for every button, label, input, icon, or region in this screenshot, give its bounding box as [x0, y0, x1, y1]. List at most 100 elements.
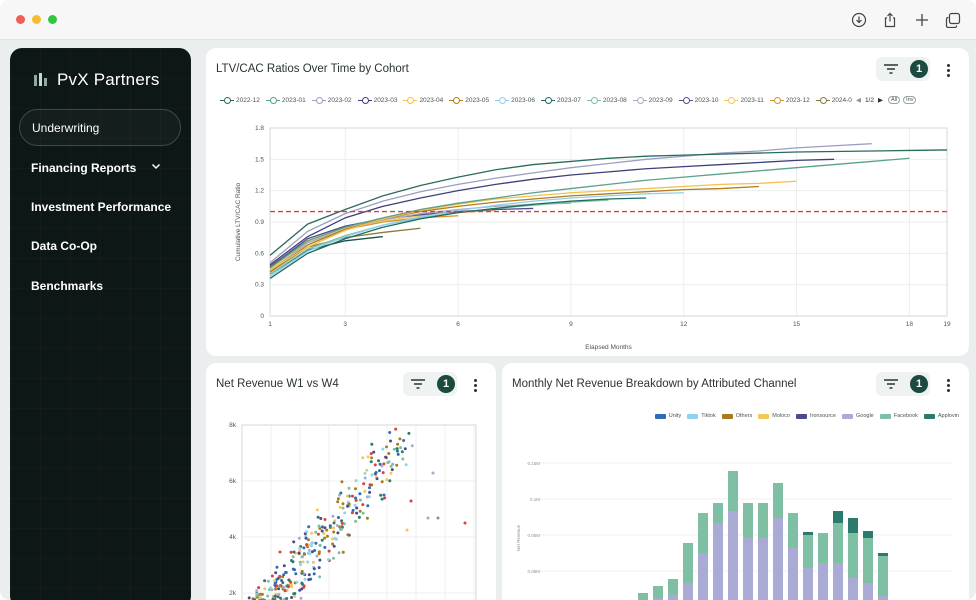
sidebar-item-investment-performance[interactable]: Investment Performance — [19, 188, 181, 225]
bar-segment — [683, 543, 693, 583]
scatter-point — [341, 550, 345, 554]
legend-item[interactable]: 2023-02 — [311, 96, 352, 104]
scatter-point — [395, 449, 399, 453]
scatter-point — [259, 596, 263, 600]
scatter-point — [382, 493, 386, 497]
scatter-point — [325, 528, 329, 532]
legend-item[interactable]: 2023-05 — [449, 96, 489, 104]
bar-segment — [803, 532, 813, 535]
sidebar-item-underwriting[interactable]: Underwriting — [19, 109, 181, 146]
legend-item[interactable]: Unity — [654, 413, 681, 419]
plot-frame — [241, 424, 477, 600]
legend-item[interactable]: Applovin — [923, 413, 959, 419]
legend-item[interactable]: Tiktok — [687, 413, 716, 419]
brand-logo[interactable]: PvX Partners — [33, 70, 160, 90]
legend-prev-icon[interactable]: ◀ — [855, 97, 861, 104]
legend-item[interactable]: 2023-10 — [678, 96, 718, 104]
more-options-icon[interactable] — [942, 62, 954, 78]
scatter-point — [337, 551, 341, 555]
legend-item[interactable]: Ironsource — [795, 413, 836, 419]
series-line — [269, 158, 835, 266]
scatter-point — [299, 596, 303, 600]
legend-item[interactable]: 2023-12 — [769, 96, 810, 104]
series-line — [269, 143, 872, 264]
scatter-point — [368, 486, 371, 490]
x-axis-label: Elapsed Months — [585, 344, 632, 351]
scatter-point — [277, 592, 281, 596]
legend-item[interactable]: Moloco — [758, 413, 790, 419]
sidebar-item-data-co-op[interactable]: Data Co-Op — [19, 227, 181, 264]
scatter-point — [363, 489, 367, 493]
legend-item[interactable]: 2023-11 — [724, 96, 764, 104]
more-options-icon[interactable] — [942, 377, 954, 393]
download-icon[interactable] — [849, 10, 869, 30]
series-line — [269, 149, 948, 256]
sidebar-item-financing-reports[interactable]: Financing Reports — [19, 149, 181, 186]
minimize-window-button[interactable] — [32, 15, 41, 24]
scatter-point — [402, 439, 406, 442]
legend-next-icon[interactable]: ▶ — [877, 97, 883, 104]
legend-item[interactable]: 2023-08 — [586, 96, 627, 104]
scatter-point — [307, 543, 311, 547]
card-title: LTV/CAC Ratios Over Time by Cohort — [216, 63, 409, 75]
scatter-point — [382, 462, 386, 466]
scatter-point — [336, 531, 340, 535]
legend-invert-button[interactable]: Inv — [903, 96, 917, 104]
legend-item[interactable]: Facebook — [879, 413, 918, 419]
scatter-point — [331, 537, 334, 541]
scatter-point — [365, 468, 369, 472]
scatter-point — [354, 498, 358, 502]
scatter-point — [282, 564, 286, 568]
sidebar-item-benchmarks[interactable]: Benchmarks — [19, 267, 181, 304]
scatter-point — [365, 516, 369, 520]
scatter-point — [293, 595, 297, 598]
close-window-button[interactable] — [16, 15, 25, 24]
legend-item[interactable]: Google — [841, 413, 874, 419]
maximize-window-button[interactable] — [48, 15, 57, 24]
plus-icon[interactable] — [912, 10, 932, 30]
more-options-icon[interactable] — [469, 377, 481, 393]
scatter-point — [339, 491, 343, 495]
scatter-point — [347, 502, 351, 506]
legend-item[interactable]: 2023-06 — [495, 96, 535, 104]
scatter-point — [289, 550, 293, 554]
legend-item[interactable]: 2023-09 — [632, 96, 673, 104]
bar-segment — [668, 579, 678, 595]
legend-item[interactable]: 2024-0 — [815, 96, 852, 104]
share-icon[interactable] — [880, 10, 900, 30]
scatter-point — [385, 445, 388, 449]
scatter-point — [338, 505, 342, 509]
filter-button[interactable]: 1 — [403, 372, 457, 396]
scatter-point — [340, 527, 344, 531]
bar-segment — [758, 538, 768, 600]
bar-segment — [683, 583, 693, 600]
legend-item[interactable]: 2023-03 — [357, 96, 397, 104]
scatter-point — [340, 521, 344, 525]
scatter-point — [317, 550, 321, 554]
legend-all-button[interactable]: All — [887, 96, 901, 104]
scatter-point — [354, 487, 357, 491]
legend-item[interactable]: 2023-01 — [265, 96, 306, 104]
tabs-icon[interactable] — [943, 10, 963, 30]
legend-item[interactable]: 2022-12 — [220, 96, 260, 104]
scatter-point — [287, 578, 291, 582]
legend-item[interactable]: Others — [721, 413, 752, 419]
chevron-down-icon — [151, 163, 161, 170]
scatter-point — [292, 550, 296, 554]
scatter-point — [384, 455, 388, 459]
bar-segment — [698, 553, 708, 600]
bar-segment — [818, 563, 828, 600]
scatter-point — [317, 524, 321, 528]
scatter-point — [273, 594, 277, 598]
bar-segment — [668, 595, 678, 600]
legend-item[interactable]: 2023-04 — [403, 96, 443, 104]
scatter-point — [391, 462, 395, 466]
filter-button[interactable]: 1 — [876, 372, 930, 396]
filter-button[interactable]: 1 — [876, 57, 930, 81]
bar-segment — [653, 598, 663, 600]
scatter-point — [366, 455, 370, 459]
y-tick-label: 0 — [260, 313, 264, 320]
scatter-point — [354, 519, 358, 523]
legend-item[interactable]: 2023-07 — [541, 96, 581, 104]
